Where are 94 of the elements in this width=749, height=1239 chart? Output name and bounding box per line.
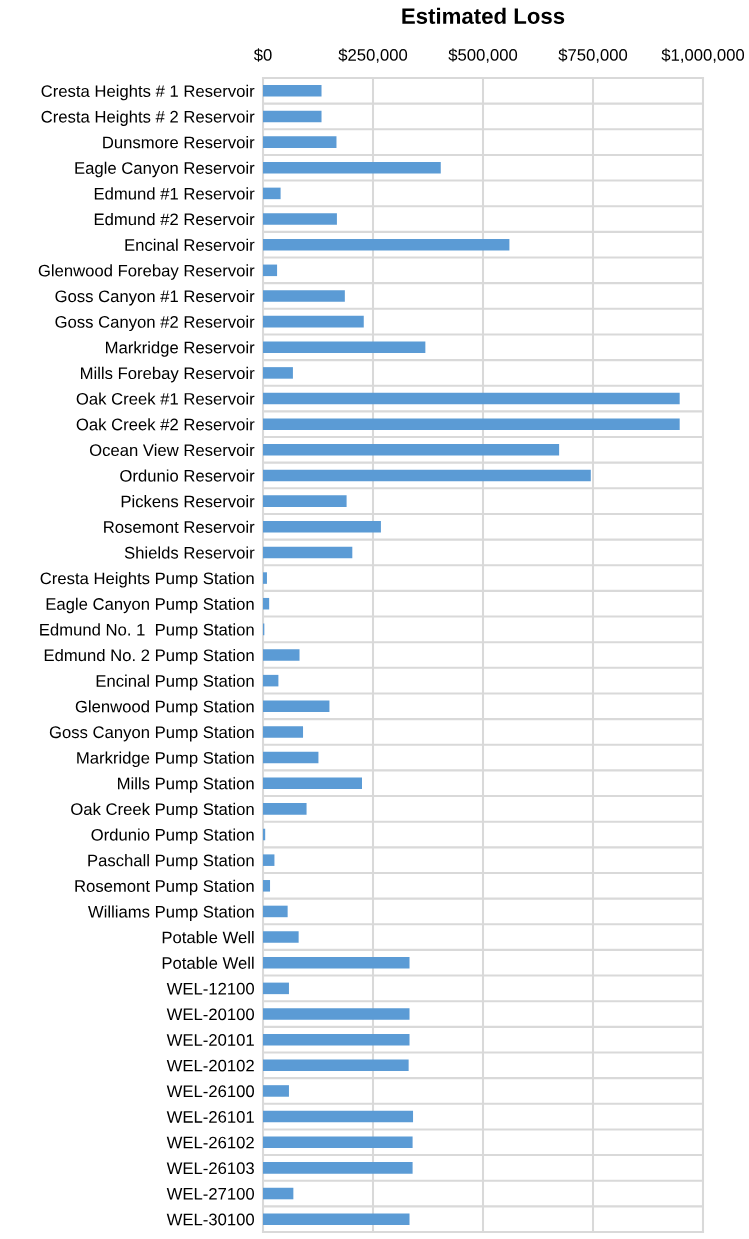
y-tick-label: WEL-26103 — [166, 1162, 254, 1175]
y-tick-label: Dunsmore Reservoir — [103, 136, 255, 149]
bar — [263, 469, 591, 482]
y-tick-label: Eagle Canyon Pump Station — [46, 597, 254, 614]
bar — [263, 546, 353, 559]
y-tick-label: Cresta Heights # 2 Reservoir — [41, 110, 255, 126]
y-tick-label: Mills Forebay Reservoir — [81, 366, 255, 383]
bar — [263, 85, 322, 97]
bar — [263, 238, 510, 251]
bar — [263, 751, 319, 764]
bar — [263, 803, 307, 815]
bar — [263, 726, 304, 738]
bar — [263, 572, 267, 584]
y-tick-label: Markridge Pump Station — [77, 751, 254, 768]
bar — [263, 1059, 409, 1072]
y-tick-label: Paschall Pump Station — [88, 854, 254, 870]
x-tick-label: $0 — [253, 48, 272, 62]
y-tick-label: Edmund No. 2 Pump Station — [44, 648, 254, 665]
bar — [263, 213, 337, 225]
y-tick-label: Glenwood Forebay Reservoir — [38, 264, 255, 280]
bar — [263, 1187, 294, 1200]
bar — [263, 1213, 410, 1225]
bar — [263, 495, 347, 507]
bar — [263, 444, 560, 456]
bar — [263, 161, 441, 174]
y-tick-label: Rosemont Reservoir — [104, 520, 255, 533]
bar — [263, 597, 270, 610]
bar — [263, 110, 322, 123]
bar — [263, 1085, 289, 1097]
y-tick-label: Oak Creek Pump Station — [71, 802, 254, 819]
y-tick-label: Encinal Reservoir — [125, 238, 255, 251]
y-tick-label: Ordunio Reservoir — [120, 469, 255, 482]
y-tick-label: Markridge Reservoir — [106, 341, 255, 357]
y-tick-label: Potable Well — [162, 956, 254, 969]
chart-title: Estimated Loss — [402, 7, 565, 24]
y-tick-label: WEL-26102 — [166, 1136, 254, 1149]
bar — [263, 1110, 414, 1123]
y-tick-label: Edmund No. 1 Pump Station — [40, 623, 254, 639]
bar — [263, 880, 271, 892]
y-tick-label: Encinal Pump Station — [96, 674, 254, 691]
bar — [263, 264, 278, 277]
x-tick-label: $500,000 — [448, 48, 518, 63]
y-tick-label: Pickens Reservoir — [121, 495, 255, 508]
x-tick-label: $250,000 — [338, 48, 408, 63]
y-tick-label: Eagle Canyon Reservoir — [75, 161, 255, 178]
bar — [263, 1136, 413, 1149]
y-tick-label: Oak Creek #2 Reservoir — [76, 418, 255, 431]
y-tick-label: WEL-20100 — [166, 1008, 255, 1021]
bar — [263, 367, 293, 379]
y-tick-label: Potable Well — [162, 931, 254, 944]
bar — [263, 956, 410, 969]
y-tick-label: Glenwood Pump Station — [75, 700, 254, 716]
y-tick-label: Shields Reservoir — [124, 546, 255, 559]
y-tick-label: Oak Creek #1 Reservoir — [76, 392, 255, 405]
y-tick-label: Mills Pump Station — [118, 777, 254, 793]
y-tick-label: WEL-12100 — [166, 982, 255, 995]
bar — [263, 341, 426, 354]
bar — [263, 931, 299, 943]
bar — [263, 392, 680, 405]
bar — [263, 418, 680, 430]
y-tick-label: Cresta Heights # 1 Reservoir — [41, 84, 255, 101]
bar — [263, 315, 364, 328]
y-tick-label: WEL-27100 — [166, 1187, 255, 1200]
bar — [263, 777, 362, 789]
y-tick-label: Edmund #2 Reservoir — [94, 213, 255, 226]
bar — [263, 905, 288, 918]
x-tick-label: $1,000,000 — [661, 48, 745, 63]
y-tick-label: WEL-30100 — [166, 1213, 255, 1226]
y-tick-label: Cresta Heights Pump Station — [40, 572, 254, 588]
y-tick-label: Ocean View Reservoir — [89, 443, 255, 457]
bar — [263, 521, 381, 533]
bar — [263, 982, 289, 995]
y-tick-label: Rosemont Pump Station — [75, 879, 254, 896]
bar — [263, 649, 300, 661]
y-tick-label: WEL-26100 — [166, 1085, 255, 1098]
y-tick-label: Goss Canyon #1 Reservoir — [55, 289, 255, 306]
y-tick-label: Williams Pump Station — [88, 905, 254, 921]
y-tick-label: WEL-26101 — [166, 1111, 254, 1123]
bar — [263, 1162, 413, 1174]
bar — [263, 674, 279, 687]
y-tick-label: WEL-20101 — [166, 1034, 254, 1046]
y-tick-label: WEL-20102 — [166, 1059, 254, 1072]
bar — [263, 700, 330, 713]
bar — [263, 854, 275, 866]
bar — [263, 1033, 410, 1046]
bar — [263, 1008, 410, 1020]
y-tick-label: Goss Canyon #2 Reservoir — [55, 315, 255, 332]
bar — [263, 290, 345, 302]
y-tick-label: Goss Canyon Pump Station — [49, 725, 254, 742]
x-tick-label: $750,000 — [558, 48, 628, 63]
y-tick-label: Ordunio Pump Station — [91, 828, 254, 845]
bar — [263, 136, 337, 148]
y-tick-label: Edmund #1 Reservoir — [94, 187, 255, 200]
bar — [263, 187, 281, 200]
